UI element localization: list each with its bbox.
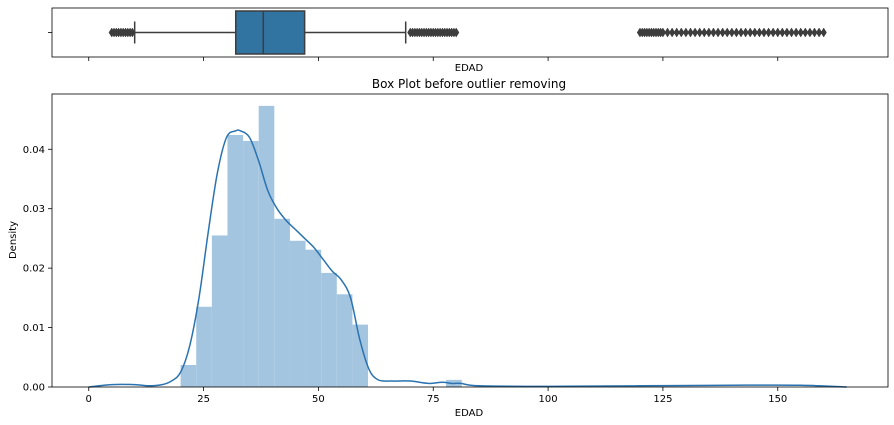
outlier-point [760,27,768,38]
outlier-point [811,27,818,38]
histogram-bar [180,365,197,387]
outlier-point [765,27,772,38]
outlier-point [678,27,685,38]
histogram-xtick-label: 0 [86,394,92,405]
histogram-ytick-label: 0.01 [23,323,45,334]
histogram-xlabel: EDAD [455,408,484,419]
outlier-point [756,27,763,38]
histogram-xticks: 0 25 50 75 100 125 150 [86,387,787,405]
outlier-point [788,27,795,38]
outlier-point [696,27,703,38]
outlier-point [719,27,726,38]
outlier-point [669,27,676,38]
outlier-point [774,27,781,38]
histogram-ytick-label: 0.04 [23,145,45,156]
histogram-bar [211,235,228,387]
outlier-point [783,27,791,38]
boxplot-panel: EDAD [48,7,889,74]
outlier-point [802,27,809,38]
histogram-bar [227,135,244,387]
boxplot-outliers [108,27,827,38]
histogram-ytick-label: 0.00 [23,383,45,394]
outlier-point [673,27,680,38]
outlier-point [728,27,735,38]
outlier-point [793,27,800,38]
outlier-point [816,27,823,38]
boxplot-xlabel: EDAD [455,63,484,74]
histogram-bar [352,324,369,387]
histogram-bar [274,218,290,387]
boxplot-box [133,10,407,55]
outlier-point [701,27,708,38]
outlier-point [747,27,754,38]
chart-title: Box Plot before outlier removing [372,77,566,91]
outlier-point [453,27,460,38]
histogram-yticks: 0.00 0.01 0.02 0.03 0.04 [23,145,52,394]
outlier-point [659,27,667,38]
outlier-point [705,27,712,38]
outlier-point [779,27,786,38]
histogram-ytick-label: 0.03 [23,204,45,215]
outlier-point [710,27,717,38]
outlier-point [820,27,827,38]
histogram-bar [243,140,259,387]
histogram-ytick-label: 0.02 [23,264,45,275]
histogram-xtick-label: 125 [653,394,672,405]
outlier-point [770,27,777,38]
histogram-bar [289,240,306,387]
histogram-xtick-label: 75 [427,394,440,405]
histogram-frame [51,93,889,388]
outlier-point [664,27,671,38]
boxplot-xticks [88,57,779,61]
histogram-bar [321,272,337,387]
histogram-xtick-label: 150 [768,394,787,405]
outlier-point [714,27,722,38]
iqr-box [234,10,306,55]
histogram-xtick-label: 25 [197,394,210,405]
histogram-panel: Box Plot before outlier removing 0 25 50 75… [8,77,889,419]
histogram-bars [180,105,462,387]
histogram-xtick-label: 50 [312,394,325,405]
histogram-bar [305,249,322,387]
outlier-point [806,27,814,38]
outlier-point [737,27,745,38]
histogram-bar [196,306,212,387]
outlier-point [733,27,740,38]
outlier-point [724,27,731,38]
histogram-xtick-label: 100 [539,394,558,405]
outlier-point [797,27,804,38]
outlier-point [682,27,689,38]
outlier-point [687,27,694,38]
outlier-point [691,27,699,38]
histogram-ylabel: Density [8,221,19,259]
kde-line [88,129,847,388]
histogram-bar [336,294,353,387]
histogram-bar [258,105,275,387]
outlier-point [742,27,749,38]
outlier-point [751,27,758,38]
